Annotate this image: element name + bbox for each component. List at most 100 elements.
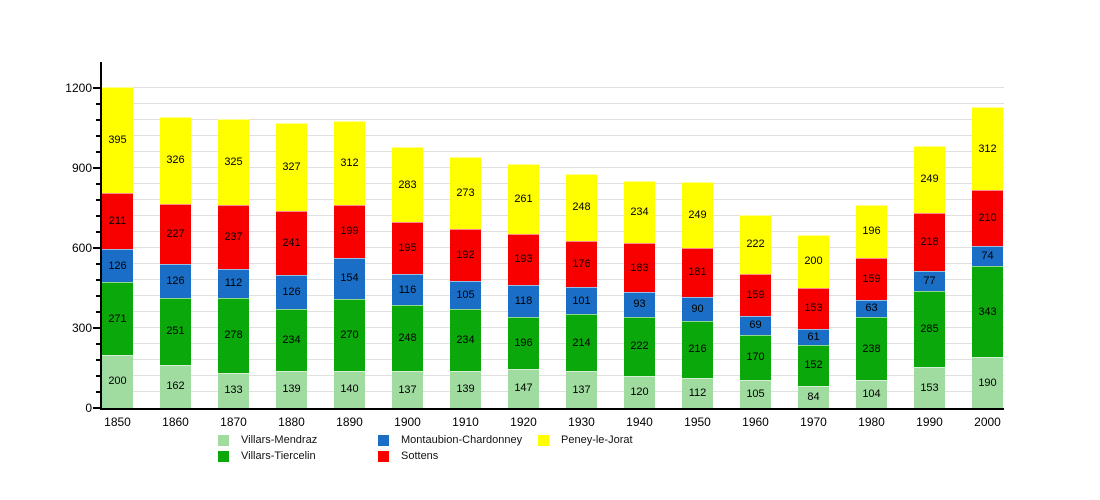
legend-swatch-montaubion-chardonney [378, 435, 389, 446]
value-label: 249 [688, 209, 707, 222]
value-label: 283 [398, 178, 417, 191]
bar-group-1990: 153 285 77 218 249 [914, 62, 945, 408]
gridline [102, 231, 1004, 232]
value-label: 285 [920, 323, 939, 336]
value-label: 190 [978, 376, 997, 389]
x-tick-label-1950: 1950 [684, 415, 711, 429]
bar-segment-montaubion-chardonney-1870: 112 [218, 268, 249, 299]
bar-segment-montaubion-chardonney-1930: 101 [566, 287, 597, 315]
bar-segment-villars-mendraz-1900: 137 [392, 371, 423, 408]
y-axis-minor-tick [96, 279, 100, 281]
value-label: 312 [978, 142, 997, 155]
bar-segment-sottens-2000: 210 [972, 190, 1003, 247]
legend-label-montaubion-chardonney: Montaubion-Chardonney [401, 434, 523, 446]
value-label: 278 [224, 329, 243, 342]
y-axis-minor-tick [96, 343, 100, 345]
x-tick-label-1910: 1910 [452, 415, 479, 429]
value-label: 210 [978, 212, 997, 225]
value-label: 200 [804, 255, 823, 268]
value-label: 211 [108, 214, 127, 227]
value-label: 325 [224, 156, 243, 169]
value-label: 237 [224, 230, 243, 243]
bar-segment-sottens-1910: 192 [450, 229, 481, 281]
legend-label-villars-mendraz: Villars-Mendraz [241, 434, 318, 446]
value-label: 234 [630, 206, 649, 218]
legend-swatch-villars-tiercelin [218, 451, 229, 462]
y-axis-minor-tick [96, 119, 100, 121]
value-label: 195 [398, 242, 417, 255]
value-label: 176 [572, 258, 591, 270]
bar-segment-villars-tiercelin-1970: 152 [798, 345, 829, 386]
y-axis-minor-tick [96, 231, 100, 233]
value-label: 222 [746, 238, 765, 251]
bar-segment-montaubion-chardonney-1850: 126 [102, 248, 133, 283]
y-axis-minor-tick [96, 215, 100, 217]
legend-label-peney-le-jorat: Peney-le-Jorat [561, 434, 633, 446]
bar-segment-montaubion-chardonney-1940: 93 [624, 292, 655, 317]
value-label: 196 [862, 225, 881, 238]
value-label: 241 [282, 236, 301, 249]
gridline [102, 327, 1004, 328]
value-label: 218 [920, 235, 939, 248]
bar-group-1910: 139 234 105 192 273 [450, 62, 481, 408]
value-label: 196 [514, 336, 533, 349]
value-label: 63 [865, 302, 878, 315]
y-axis-minor-tick [96, 135, 100, 137]
value-label: 126 [108, 259, 127, 272]
bar-segment-villars-mendraz-1910: 139 [450, 370, 481, 408]
bar-segment-sottens-1880: 241 [276, 210, 307, 275]
y-axis-minor-tick [96, 391, 100, 393]
value-label: 192 [456, 248, 475, 261]
gridline [102, 103, 1004, 104]
value-label: 133 [224, 384, 243, 397]
bar-group-1970: 84 152 61 153 200 [798, 62, 829, 408]
value-label: 120 [630, 386, 649, 398]
bar-segment-peney-le-jorat-1950: 249 [682, 181, 713, 249]
bar-segment-villars-mendraz-1970: 84 [798, 385, 829, 408]
y-tick-label: 600 [71, 241, 92, 255]
bar-segment-villars-tiercelin-1880: 234 [276, 308, 307, 371]
gridline [102, 295, 1004, 296]
value-label: 90 [691, 302, 704, 315]
bar-segment-montaubion-chardonney-1860: 126 [160, 264, 191, 298]
x-tick-label-1970: 1970 [800, 415, 827, 429]
bar-segment-villars-tiercelin-1910: 234 [450, 308, 481, 371]
bar-segment-villars-mendraz-1940: 120 [624, 376, 655, 408]
bar-segment-villars-tiercelin-1990: 285 [914, 291, 945, 368]
value-label: 199 [340, 225, 359, 238]
bar-segment-villars-tiercelin-1980: 238 [856, 316, 887, 381]
bar-segment-peney-le-jorat-1970: 200 [798, 234, 829, 288]
value-label: 137 [572, 383, 591, 396]
y-axis-minor-tick [96, 311, 100, 313]
value-label: 152 [804, 359, 823, 372]
bar-segment-peney-le-jorat-1850: 395 [102, 87, 133, 193]
bar-segment-sottens-1870: 237 [218, 205, 249, 269]
value-label: 395 [108, 133, 127, 146]
bar-segment-peney-le-jorat-1910: 273 [450, 156, 481, 230]
x-tick-label-1930: 1930 [568, 415, 595, 429]
bar-segment-villars-tiercelin-1900: 248 [392, 305, 423, 372]
bar-segment-peney-le-jorat-1920: 261 [508, 164, 539, 234]
bar-segment-montaubion-chardonney-1880: 126 [276, 274, 307, 309]
bar-segment-sottens-1950: 181 [682, 248, 713, 297]
value-label: 271 [108, 312, 127, 325]
value-label: 261 [514, 192, 533, 205]
bar-segment-peney-le-jorat-1880: 327 [276, 123, 307, 211]
x-tick-label-1940: 1940 [626, 415, 653, 429]
bar-segment-villars-mendraz-1880: 139 [276, 370, 307, 408]
value-label: 222 [630, 340, 649, 353]
bar-segment-villars-mendraz-2000: 190 [972, 357, 1003, 408]
value-label: 214 [572, 336, 591, 349]
gridline [102, 247, 1004, 248]
gridline [102, 87, 1004, 88]
bar-segment-sottens-1960: 159 [740, 273, 771, 317]
bar-segment-montaubion-chardonney-1910: 105 [450, 280, 481, 309]
value-label: 116 [398, 283, 417, 296]
value-label: 238 [862, 342, 881, 355]
value-label: 312 [340, 156, 359, 169]
y-axis-major-tick [93, 87, 100, 89]
y-axis-minor-tick [96, 199, 100, 201]
bar-group-1950: 112 216 90 181 249 [682, 62, 713, 408]
value-label: 193 [514, 253, 533, 266]
